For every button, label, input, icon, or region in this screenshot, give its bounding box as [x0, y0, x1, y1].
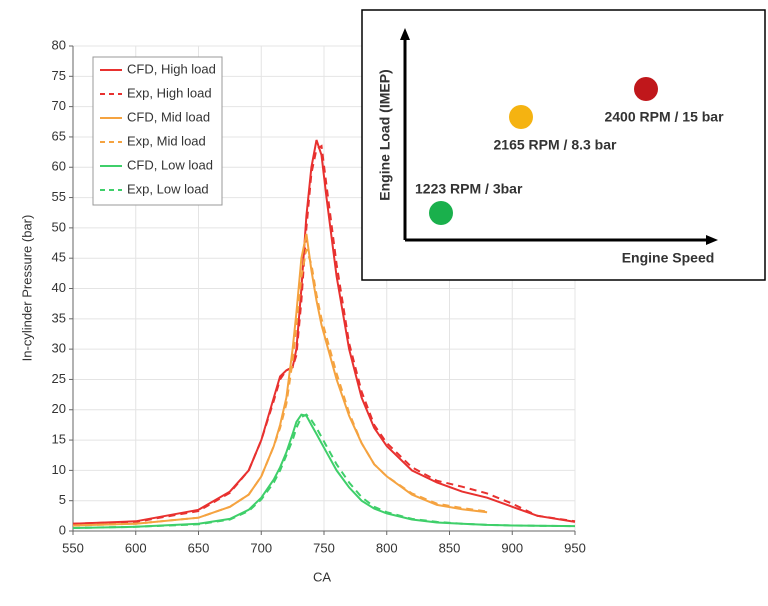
- legend-label: CFD, Mid load: [127, 109, 210, 124]
- legend-label: CFD, Low load: [127, 157, 213, 172]
- legend-label: CFD, High load: [127, 61, 216, 76]
- inset-point: [509, 105, 533, 129]
- legend-box: [92, 56, 223, 206]
- x-tick-label: 700: [250, 540, 272, 555]
- x-tick-label: 850: [439, 540, 461, 555]
- y-tick-label: 30: [52, 341, 66, 356]
- inset-point-label: 2400 RPM / 15 bar: [604, 109, 724, 125]
- y-tick-label: 10: [52, 462, 66, 477]
- inset-box: [361, 9, 766, 281]
- y-tick-label: 60: [52, 159, 66, 174]
- series-line: [72, 248, 488, 527]
- legend: CFD, High load Exp, High load CFD, Mid loa…: [100, 61, 216, 196]
- arrow: [400, 28, 410, 40]
- y-tick-label: 65: [52, 128, 66, 143]
- inset-points: 1223 RPM / 3bar 2165 RPM / 8.3 bar 2400 RP…: [415, 77, 724, 225]
- x-axis-label: CA: [313, 569, 331, 584]
- y-tick-label: 40: [52, 280, 66, 295]
- legend-label: Exp, Low load: [127, 181, 209, 196]
- series-line: [72, 139, 576, 525]
- y-tick-label: 15: [52, 432, 66, 447]
- y-tick-label: 45: [52, 250, 66, 265]
- x-tick-label: 950: [564, 540, 586, 555]
- inset-x-label: Engine Speed: [622, 250, 715, 266]
- x-tick-label: 550: [62, 540, 84, 555]
- series-line: [72, 413, 576, 529]
- legend-label: Exp, High load: [127, 85, 212, 100]
- y-tick-label: 50: [52, 219, 66, 234]
- y-tick-label: 0: [59, 522, 66, 537]
- y-tick-label: 5: [59, 492, 66, 507]
- x-tick-label: 600: [125, 540, 147, 555]
- y-tick-label: 35: [52, 310, 66, 325]
- x-tick-label: 800: [376, 540, 398, 555]
- y-tick-label: 70: [52, 98, 66, 113]
- y-tick-label: 20: [52, 401, 66, 416]
- inset-point: [634, 77, 658, 101]
- x-tick-label: 900: [501, 540, 523, 555]
- y-tick-label: 55: [52, 189, 66, 204]
- inset-point-label: 1223 RPM / 3bar: [415, 181, 523, 197]
- y-tick-label: 25: [52, 371, 66, 386]
- arrow: [706, 235, 718, 245]
- y-axis-label: In-cylinder Pressure (bar): [19, 215, 34, 362]
- inset-point-label: 2165 RPM / 8.3 bar: [494, 137, 618, 153]
- x-tick-label: 650: [188, 540, 210, 555]
- x-tick-label: 750: [313, 540, 335, 555]
- legend-label: Exp, Mid load: [127, 133, 206, 148]
- inset-point: [429, 201, 453, 225]
- y-tick-label: 75: [52, 68, 66, 83]
- inset-y-label: Engine Load (IMEP): [377, 69, 393, 200]
- y-tick-label: 80: [52, 37, 66, 52]
